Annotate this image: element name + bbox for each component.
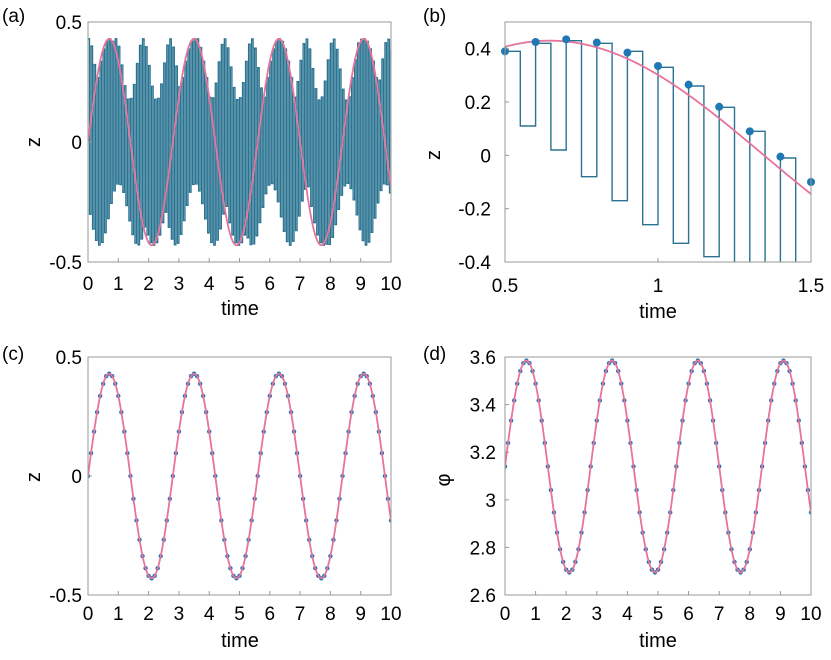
y-tick-label: -0.4 [458,253,491,274]
x-tick-label: 7 [295,604,306,625]
data-point [745,127,754,136]
plot-area [88,37,391,247]
y-tick-label: 0.5 [56,348,82,369]
y-axis-label: φ [433,473,455,486]
x-tick-label: 8 [325,604,336,625]
data-point [623,48,632,57]
x-tick-label: 2 [143,274,154,295]
x-tick-label: 7 [714,604,725,625]
x-tick-label: 0 [83,604,94,625]
x-tick-label: 4 [622,604,633,625]
data-point [562,35,571,44]
y-tick-label: 0 [480,146,491,167]
x-tick-label: 0 [500,604,511,625]
x-tick-label: 9 [355,604,366,625]
y-tick-label: -0.2 [458,200,491,221]
x-axis-label: time [221,298,259,320]
x-tick-label: 1 [653,276,664,297]
x-tick-label: 10 [800,604,821,625]
panel-label: (b) [423,6,446,27]
series-smooth [505,359,811,574]
x-tick-label: 5 [234,274,245,295]
x-axis-label: time [639,630,677,652]
panel-label: (c) [2,344,24,365]
x-tick-label: 5 [653,604,664,625]
y-tick-label: 0 [71,133,82,154]
plot-area [505,39,811,262]
x-tick-label: 3 [174,274,185,295]
x-tick-label: 10 [380,604,401,625]
axes-frame [504,356,812,596]
x-tick-label: 10 [380,274,401,295]
data-point [531,38,540,46]
data-point [654,62,662,70]
x-tick-label: 3 [174,604,185,625]
x-tick-label: 3 [592,604,603,625]
x-tick-label: 1 [530,604,541,625]
y-tick-label: 3 [485,491,496,512]
data-point [592,38,601,47]
x-tick-label: 1 [113,604,124,625]
series-fast [88,38,391,246]
x-tick-label: 9 [355,274,366,295]
y-tick-label: 3.2 [470,443,496,464]
x-tick-label: 2 [561,604,572,625]
x-tick-label: 8 [325,274,336,295]
y-tick-label: 0.4 [465,40,492,61]
series-smooth [88,372,391,580]
panel-label: (a) [2,6,25,27]
x-tick-label: 1.5 [798,276,824,297]
y-axis-label: z [423,150,445,160]
y-axis-label: z [23,472,45,482]
series-smooth [88,37,391,247]
x-tick-label: 2 [143,604,154,625]
x-tick-label: 9 [775,604,786,625]
x-tick-label: 6 [265,274,276,295]
x-axis-label: time [221,630,259,652]
x-tick-label: 8 [745,604,756,625]
x-tick-label: 7 [295,274,306,295]
x-tick-label: 1 [113,274,124,295]
plot-area [88,371,391,581]
x-tick-label: 4 [204,604,215,625]
y-axis-label: z [23,137,45,147]
x-tick-label: 0.5 [492,276,518,297]
x-tick-label: 6 [683,604,694,625]
x-tick-label: 0 [83,274,94,295]
data-point [776,152,785,161]
y-tick-label: -0.5 [49,253,82,274]
x-axis-label: time [639,301,677,323]
y-tick-label: -0.5 [49,586,82,607]
series-smooth [505,39,811,195]
data-point [684,80,693,89]
axes-frame [87,356,392,596]
y-tick-label: 2.8 [470,538,496,559]
x-tick-label: 4 [204,274,215,295]
data-point [715,102,724,111]
x-tick-label: 6 [265,604,276,625]
panel-label: (d) [423,344,446,365]
y-tick-label: 0.5 [56,13,82,34]
y-tick-label: 3.4 [470,396,497,417]
y-tick-label: 3.6 [470,348,496,369]
y-tick-label: 0 [71,467,82,488]
plot-area [505,358,811,575]
y-tick-label: 0.2 [465,93,491,114]
panel-1: 0.5 1 1.5 0.4 0.2 0 -0.2 -0.4 (b) time z [423,6,824,323]
x-tick-label: 5 [234,604,245,625]
y-tick-label: 2.6 [470,586,496,607]
series-fast [505,39,797,262]
